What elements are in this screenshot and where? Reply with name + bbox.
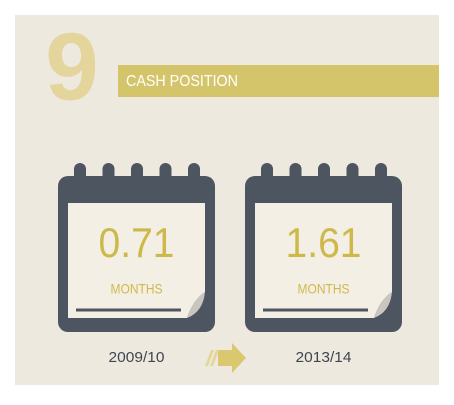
- calendar: 1.61 MONTHS 2013/14: [245, 163, 402, 366]
- calendar-page: [68, 203, 205, 318]
- value: 1.61: [286, 219, 362, 266]
- calendar-ring: [375, 163, 387, 183]
- calendar: 0.71 MONTHS 2009/10: [58, 163, 215, 366]
- calendar-ring: [289, 163, 302, 183]
- calendar-page: [255, 203, 392, 318]
- calendar-ring: [131, 163, 143, 183]
- title-bar: [118, 65, 439, 97]
- period: 2013/14: [296, 349, 352, 366]
- page-curl: [187, 292, 205, 318]
- calendar-ring: [74, 163, 86, 183]
- calendar-ring: [102, 163, 115, 183]
- value: 0.71: [99, 219, 175, 266]
- unit: MONTHS: [298, 281, 350, 297]
- calendar-ring: [261, 163, 273, 183]
- calendar-ring: [318, 163, 330, 183]
- page-curl: [374, 292, 392, 318]
- period: 2009/10: [109, 349, 165, 366]
- title: CASH POSITION: [126, 73, 238, 90]
- calendar-ring: [188, 163, 200, 183]
- calendar-ring: [159, 163, 172, 183]
- calendar-ring: [346, 163, 359, 183]
- arrow: [205, 343, 246, 373]
- badge-number: 9: [45, 13, 98, 120]
- unit: MONTHS: [111, 281, 163, 297]
